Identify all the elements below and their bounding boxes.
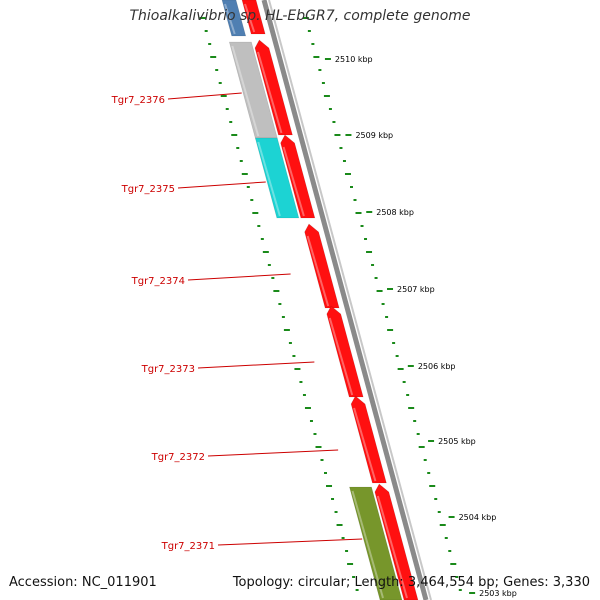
gene-red-2374-highlight: [306, 235, 330, 307]
gene-track: [221, 0, 419, 600]
tick-label: 2504 kbp: [459, 513, 497, 522]
gene-tgr7-2375-body[interactable]: [254, 137, 300, 219]
gene-red-2376-highlight: [256, 51, 283, 134]
gene-label[interactable]: Tgr7_2376: [111, 95, 165, 106]
gene-label[interactable]: Tgr7_2375: [121, 184, 175, 195]
accession-label: Accession:: [9, 575, 78, 590]
gene-red-top-highlight: [244, 3, 256, 33]
gene-leader-line: [197, 361, 315, 369]
gene-tgr7-2375-body-highlight: [257, 141, 281, 217]
gene-blue-highlight: [224, 3, 236, 35]
gene-leader-line: [217, 538, 363, 546]
tick-label: 2503 kbp: [479, 589, 517, 598]
gene-label[interactable]: Tgr7_2371: [161, 541, 215, 552]
gene-label[interactable]: Tgr7_2373: [141, 364, 195, 375]
gene-red-2371-highlight: [376, 495, 408, 599]
backbone-track: [261, 0, 432, 600]
topology-label: Topology:: [232, 575, 294, 590]
gene-tgr7-2371-body-highlight: [351, 490, 384, 599]
map-title: Thioalkalivibrio sp. HL-EbGR7, complete …: [129, 8, 471, 24]
gene-leader-line: [167, 92, 242, 100]
accession-info: Accession: NC_011901: [9, 575, 157, 590]
genome-stats: Topology: circular; Length: 3,464,554 bp…: [232, 575, 590, 590]
genes-value: 3,330: [552, 575, 590, 590]
gene-red-2372[interactable]: [350, 395, 387, 484]
gene-red-2373-highlight: [328, 317, 354, 396]
backbone-line-inner: [268, 0, 432, 600]
gene-red-2372-highlight: [353, 407, 377, 482]
tick-label: 2508 kbp: [376, 208, 414, 217]
tick-track: 2510 kbp 2509 kbp 2508 kbp 2507 kbp 2506 kbp…: [324, 55, 517, 598]
gene-red-2371[interactable]: [374, 483, 419, 600]
gene-blue[interactable]: [221, 0, 247, 37]
gene-leader-line: [207, 449, 339, 457]
tick-label: 2510 kbp: [335, 55, 373, 64]
backbone-line: [261, 0, 429, 600]
gene-red-2376[interactable]: [254, 39, 293, 136]
gene-red-2373[interactable]: [326, 305, 364, 398]
gene-label[interactable]: Tgr7_2372: [151, 452, 205, 463]
tick-label: 2505 kbp: [438, 437, 476, 446]
gene-tgr7-2376-body-highlight: [231, 45, 260, 137]
gene-red-top[interactable]: [241, 0, 266, 35]
gene-red-2375-highlight: [282, 146, 305, 217]
gene-leader-line: [177, 181, 266, 189]
gene-tgr7-2371-body[interactable]: [349, 486, 403, 600]
genes-label: Genes:: [503, 575, 549, 590]
gene-red-2374[interactable]: [304, 223, 340, 309]
accession-value: NC_011901: [81, 575, 157, 590]
gene-leader-line: [187, 273, 291, 281]
topology-value: circular: [297, 575, 346, 590]
length-value: 3,464,554 bp: [407, 575, 495, 590]
gene-label-track: Tgr7_2376 Tgr7_2375 Tgr7_2374 Tgr7_2373 Tgr7…: [111, 92, 363, 552]
tick-label: 2509 kbp: [355, 131, 393, 140]
tick-label: 2506 kbp: [418, 362, 456, 371]
gene-label[interactable]: Tgr7_2374: [131, 276, 185, 287]
length-label: Length:: [354, 575, 404, 590]
tick-label: 2507 kbp: [397, 285, 435, 294]
gc-skew-track: [199, 17, 462, 591]
gene-red-2375[interactable]: [280, 134, 316, 219]
